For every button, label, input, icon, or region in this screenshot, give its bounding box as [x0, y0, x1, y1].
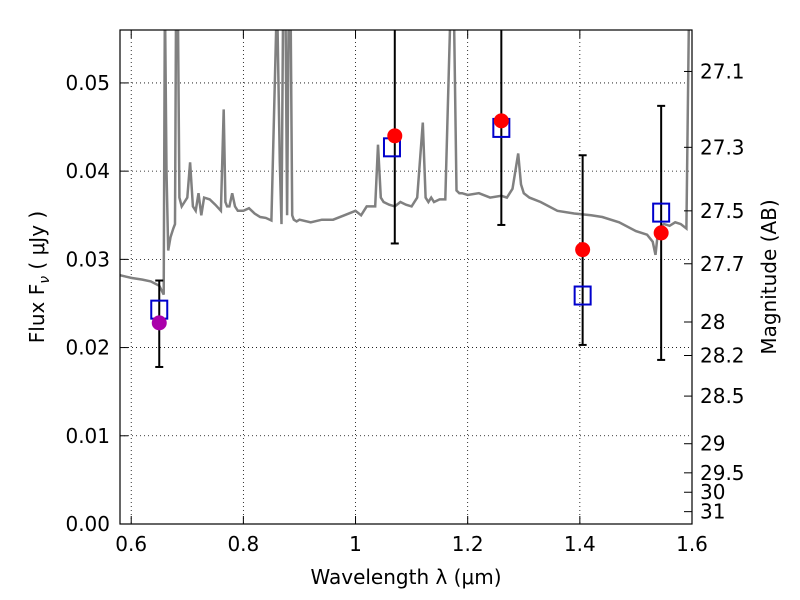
x-tick-label: 1.4 [564, 532, 596, 556]
y-axis-title: Flux Fν ( μJy ) [25, 211, 53, 343]
x-tick-label: 0.6 [115, 532, 147, 556]
y-tick-label: 0.04 [65, 159, 110, 183]
y-axis-title-unit: ( μJy ) [25, 211, 49, 276]
right-tick-label: 27.5 [700, 199, 745, 223]
right-tick-label: 29 [700, 432, 725, 456]
right-tick-label: 27.3 [700, 135, 745, 159]
axis-ticks: 0.6 0.8 1 1.2 1.4 1.6 0.00 0.01 0.02 0.03 0.04 0.05… [65, 30, 745, 556]
y-tick-label: 0.01 [65, 424, 110, 448]
observed-flux-point [151, 315, 167, 331]
plot-area [120, 30, 691, 368]
right-tick-label: 28 [700, 310, 725, 334]
right-tick-label: 29.5 [700, 461, 745, 485]
plot-frame [119, 29, 693, 525]
right-tick-label: 28.5 [700, 384, 745, 408]
right-tick-label: 30 [700, 480, 725, 504]
observed-flux-point [493, 113, 509, 129]
y-axis-title-main: Flux F [25, 284, 49, 343]
y-tick-label: 0.02 [65, 336, 110, 360]
x-tick-label: 1 [349, 532, 362, 556]
right-tick-label: 27.1 [700, 59, 745, 83]
y-tick-label: 0.03 [65, 247, 110, 271]
right-tick-label: 28.2 [700, 344, 745, 368]
right-axis-title: Magnitude (AB) [757, 199, 781, 354]
y-tick-label: 0.05 [65, 71, 110, 95]
y-axis-title-subscript: ν [37, 276, 53, 284]
right-tick-label: 27.7 [700, 252, 745, 276]
model-spectrum-line [120, 30, 691, 296]
model-photometry-point [573, 285, 592, 306]
right-tick-label: 31 [700, 500, 725, 524]
x-tick-label: 1.2 [452, 532, 484, 556]
observed-flux-point [575, 242, 591, 258]
y-tick-label: 0.00 [65, 512, 110, 536]
model-photometry-point [652, 202, 671, 223]
x-tick-label: 0.8 [227, 532, 259, 556]
grid [120, 30, 692, 524]
observed-flux-point [387, 128, 403, 144]
data-markers [150, 30, 671, 368]
x-tick-label: 1.6 [676, 532, 708, 556]
x-axis-title: Wavelength λ (μm) [310, 565, 501, 589]
observed-flux-point [653, 225, 669, 241]
